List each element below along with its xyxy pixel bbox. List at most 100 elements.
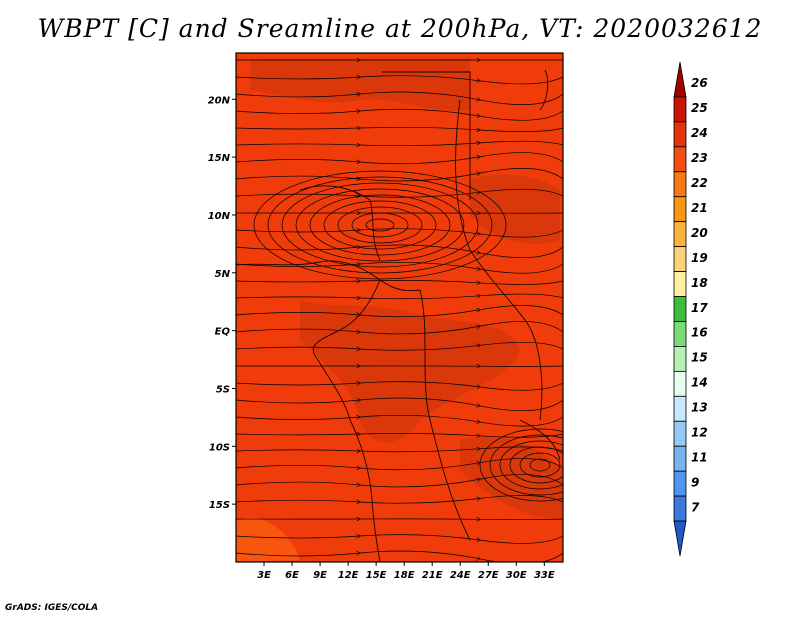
coastline (299, 185, 381, 261)
lat-tick-label: 5S (216, 384, 230, 395)
coastlines-borders (236, 69, 561, 562)
colorbar-label: 9 (691, 475, 699, 489)
colorbar-label: 15 (691, 351, 708, 365)
colorbar-swatch (673, 196, 687, 223)
streamline-loop (267, 176, 493, 274)
lon-tick-label: 24E (450, 570, 471, 581)
lat-tick-label: 20N (208, 95, 231, 106)
wbpt-shading (236, 58, 562, 562)
colorbar-swatch (673, 420, 687, 447)
streamline (236, 262, 563, 274)
streamline (236, 91, 563, 105)
colorbar-label: 18 (691, 276, 708, 290)
streamline (236, 280, 563, 284)
streamline-loop (309, 194, 451, 256)
streamline-loop (281, 182, 479, 268)
coastline (419, 289, 471, 541)
shading-patch (236, 517, 300, 562)
colorbar-label: 20 (691, 226, 708, 240)
coastline (455, 99, 543, 421)
colorbar-swatch (673, 246, 687, 272)
streamline (236, 293, 563, 299)
streamline (236, 168, 563, 182)
lon-tick-label: 15E (366, 570, 387, 581)
colorbar-label: 21 (691, 201, 708, 215)
streamline-loop (253, 170, 507, 280)
colorbar-swatch (673, 395, 687, 422)
lat-tick-label: 15N (208, 153, 231, 164)
streamline (236, 535, 563, 544)
lon-tick-label: 3E (257, 570, 271, 581)
colorbar-swatch (673, 296, 687, 322)
colorbar-label: 23 (691, 151, 708, 165)
colorbar-label: 19 (691, 251, 708, 265)
lat-tick-label: 15S (209, 500, 230, 511)
coastline (382, 71, 471, 200)
streamline (236, 458, 563, 471)
colorbar-swatch (673, 470, 687, 497)
streamline (236, 397, 563, 412)
streamline-loop (519, 452, 561, 478)
colorbar-swatch (673, 346, 687, 372)
coastline (312, 279, 381, 562)
chart-title: WBPT [C] and Sreamline at 200hPa, VT: 20… (37, 14, 763, 43)
colorbar: 26 25 24 23 22 21 20 19 18 17 16 15 14 13 12 11 9 7 (673, 61, 708, 557)
streamline (236, 141, 563, 145)
lon-tick-label: 33E (534, 570, 555, 581)
lat-tick-label: 5N (215, 269, 231, 280)
colorbar-label: 22 (691, 176, 708, 190)
colorbar-label: 17 (691, 301, 708, 315)
streamline (236, 415, 563, 427)
streamline (236, 519, 563, 520)
streamline (236, 152, 563, 165)
streamline-loop (509, 446, 563, 484)
colorbar-swatch (673, 121, 687, 148)
streamline (236, 474, 563, 488)
streamline (236, 382, 563, 391)
plot-frame (235, 52, 564, 563)
streamlines (236, 60, 563, 562)
streamline-loop (351, 212, 409, 238)
colorbar-swatch (673, 520, 687, 557)
lon-axis: 3E 6E 9E 12E 15E 18E 21E 24E 27E 30E 33E (257, 562, 555, 581)
credit-label: GrADS: IGES/COLA (5, 603, 99, 613)
coastline (519, 419, 561, 461)
lat-axis: 20N 15N 10N 5N EQ 5S 10S 15S (208, 95, 236, 511)
colorbar-swatch (673, 96, 687, 123)
colorbar-swatch (673, 171, 687, 198)
colorbar-label: 26 (691, 76, 708, 90)
colorbar-label: 14 (691, 376, 708, 390)
lon-tick-label: 18E (394, 570, 415, 581)
lon-tick-label: 9E (313, 570, 327, 581)
lon-tick-label: 27E (478, 570, 499, 581)
colorbar-swatch (673, 370, 687, 397)
streamline-loop (529, 458, 551, 472)
colorbar-swatch (673, 495, 687, 522)
streamline (236, 495, 563, 503)
colorbar-label: 7 (691, 500, 700, 514)
colorbar-label: 25 (691, 101, 708, 115)
colorbar-label: 16 (691, 326, 708, 340)
shading-patch (300, 300, 520, 443)
coastline (236, 260, 421, 292)
plot-area (235, 52, 564, 563)
colorbar-swatch (673, 221, 687, 248)
streamline (236, 229, 563, 238)
lon-tick-label: 12E (338, 570, 359, 581)
streamline (236, 433, 563, 437)
lon-tick-label: 6E (285, 570, 299, 581)
lat-tick-label: 10N (208, 211, 231, 222)
colorbar-swatch (673, 445, 687, 472)
streamline (236, 341, 563, 350)
colorbar-label: 11 (691, 450, 708, 464)
streamline (236, 76, 563, 85)
streamline-loop (489, 434, 563, 496)
streamline-loop (365, 218, 395, 232)
streamline-loop (479, 428, 563, 502)
colorbar-swatch (673, 61, 687, 98)
colorbar-label: 13 (691, 401, 708, 415)
streamline (236, 305, 563, 318)
colorbar-swatch (673, 146, 687, 173)
streamline-loop (323, 200, 437, 250)
